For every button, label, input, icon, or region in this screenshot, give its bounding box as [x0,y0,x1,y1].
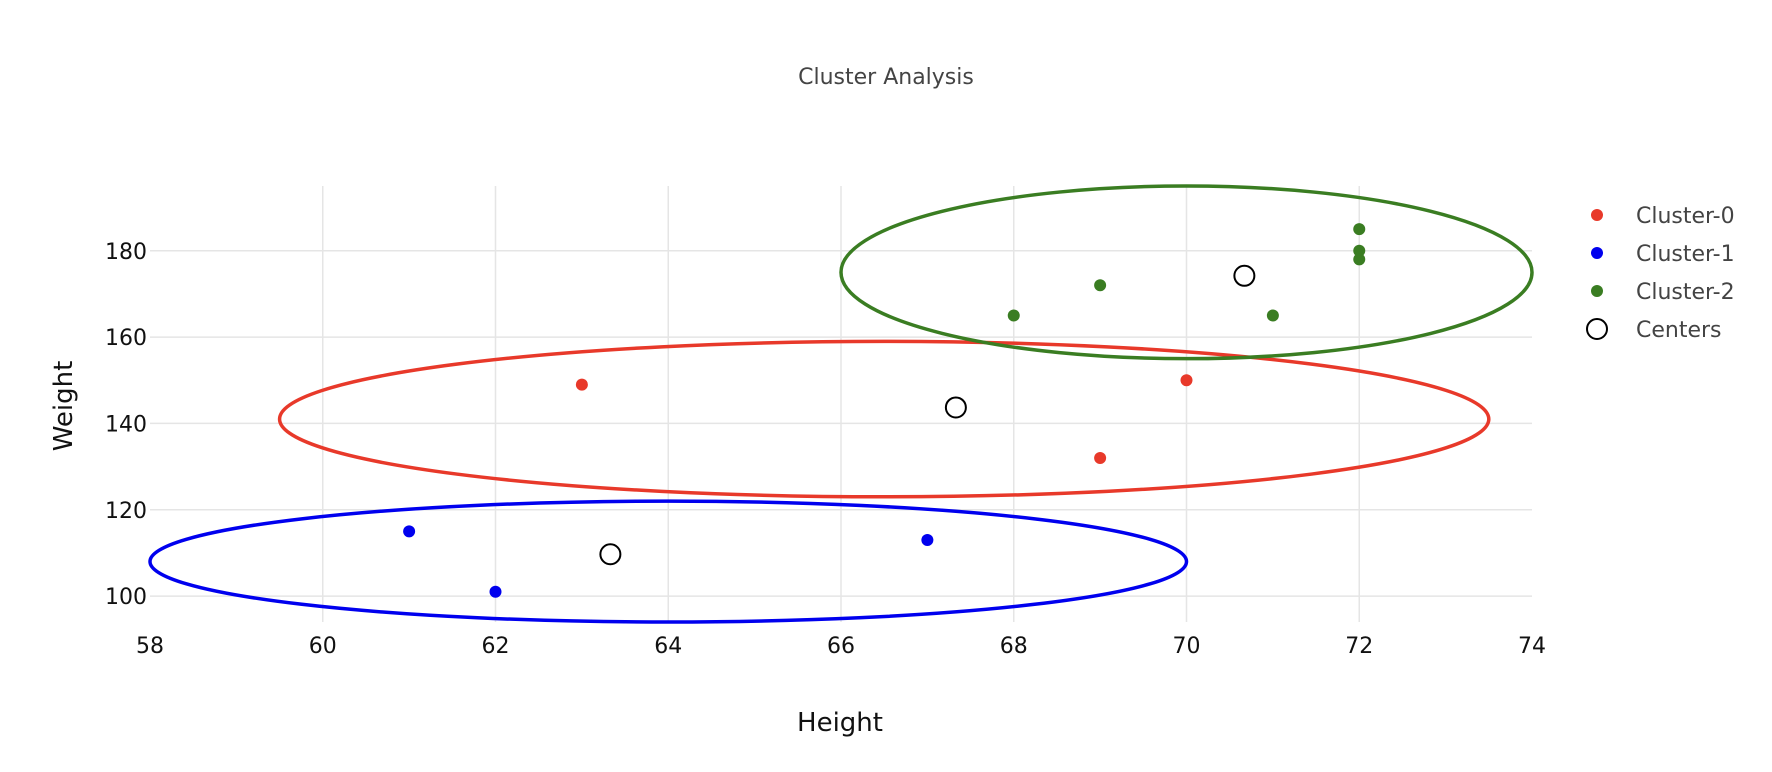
chart-title: Cluster Analysis [798,65,974,90]
legend-item: Centers [1586,318,1722,343]
data-point [575,378,588,391]
legend-item: Cluster-2 [1591,280,1735,305]
x-tick-label: 68 [1000,634,1028,659]
data-point [1094,279,1107,292]
data-point [921,533,934,546]
data-point [1266,309,1279,322]
y-tick-label: 160 [105,326,147,351]
y-tick-label: 120 [105,499,147,524]
x-tick-label: 58 [136,634,164,659]
x-axis-ticks: 58 60 62 64 66 68 70 72 74 [136,634,1546,659]
center-point [1233,264,1256,287]
legend-label: Cluster-1 [1636,242,1735,267]
legend-item: Cluster-0 [1591,204,1735,229]
x-tick-label: 66 [827,634,855,659]
y-tick-label: 100 [105,585,147,610]
legend-label: Cluster-0 [1636,204,1735,229]
legend: Cluster-0 Cluster-1 Cluster-2 Centers [1586,204,1735,343]
legend-marker [1591,209,1603,221]
data-point [1007,309,1020,322]
legend-item: Cluster-1 [1591,242,1735,267]
x-tick-label: 60 [309,634,337,659]
data-point [1180,374,1193,387]
data-point [1094,451,1107,464]
legend-marker [1586,318,1608,340]
center-point [944,396,967,419]
y-tick-label: 180 [105,240,147,265]
data-point [489,585,502,598]
cluster-ellipse [148,499,1189,624]
legend-label: Centers [1636,318,1722,343]
x-tick-label: 74 [1518,634,1546,659]
x-tick-label: 72 [1345,634,1373,659]
data-point [1353,253,1366,266]
x-tick-label: 64 [654,634,682,659]
x-tick-label: 70 [1173,634,1201,659]
cluster-ellipses [148,184,1534,624]
data-point [403,525,416,538]
data-point [1353,244,1366,257]
legend-marker [1591,247,1603,259]
x-tick-label: 62 [482,634,510,659]
data-points [403,223,1366,598]
y-axis-ticks: 100 120 140 160 180 [105,240,147,610]
grid [150,186,1532,622]
legend-label: Cluster-2 [1636,280,1735,305]
data-point [1353,223,1366,236]
y-tick-label: 140 [105,412,147,437]
x-axis-title: Height [797,708,883,738]
center-point [599,543,622,566]
cluster-ellipse [839,184,1534,361]
cluster-centers [599,264,1256,566]
y-axis-title: Weight [49,361,79,452]
legend-marker [1591,285,1603,297]
cluster-ellipse [277,339,1491,499]
